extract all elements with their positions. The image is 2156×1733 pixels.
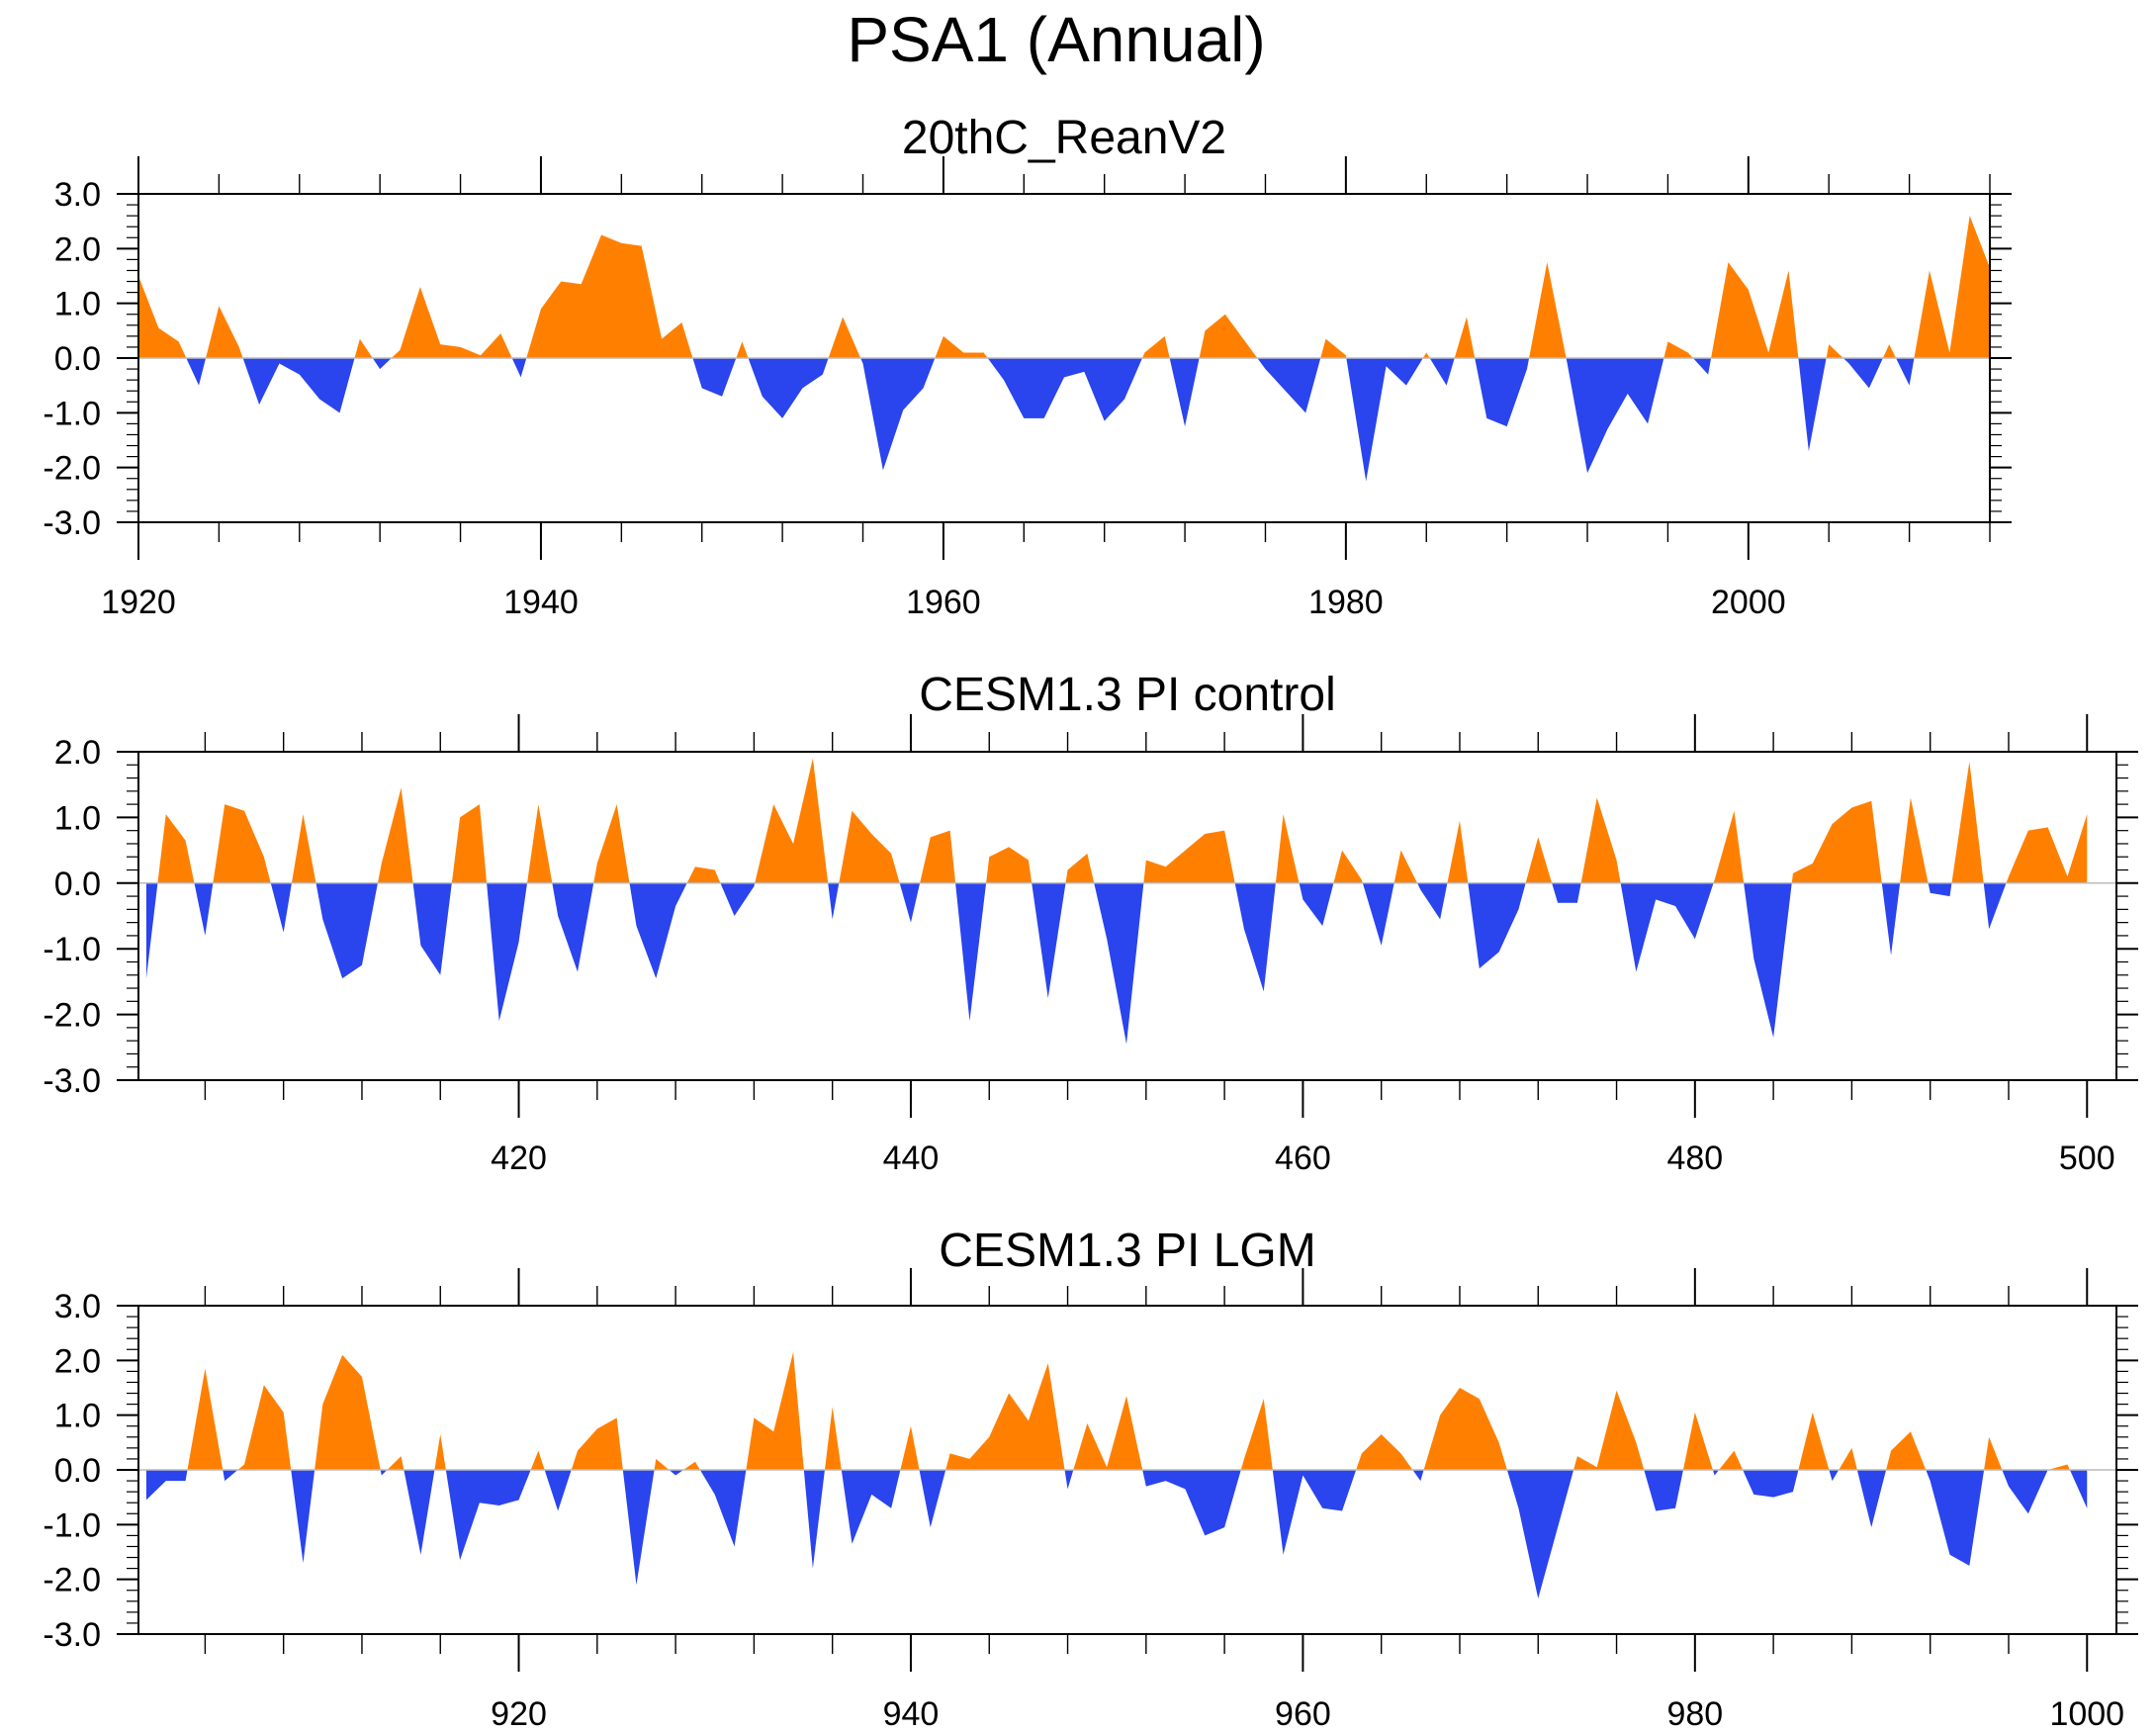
y-tick-label: -1.0 <box>43 1506 101 1544</box>
panel-title: CESM1.3 PI control <box>919 669 1336 721</box>
y-tick-label: 0.0 <box>54 866 101 903</box>
x-tick-label: 440 <box>883 1140 940 1177</box>
y-tick-label: -1.0 <box>43 395 101 432</box>
y-tick-label: -3.0 <box>43 504 101 542</box>
negative-area <box>145 1470 2088 1599</box>
x-tick-label: 940 <box>883 1695 940 1733</box>
y-tick-label: -3.0 <box>43 1616 101 1654</box>
negative-area <box>145 882 2007 1045</box>
panel-title: CESM1.3 PI LGM <box>939 1225 1315 1277</box>
y-tick-label: 0.0 <box>54 340 101 378</box>
positive-area <box>157 758 2088 883</box>
y-tick-label: -3.0 <box>43 1062 101 1100</box>
y-tick-label: -2.0 <box>43 450 101 488</box>
y-tick-label: 2.0 <box>54 1342 101 1380</box>
y-tick-label: 2.0 <box>54 230 101 268</box>
x-tick-label: 1960 <box>906 584 981 621</box>
x-tick-label: 460 <box>1275 1140 1331 1177</box>
x-tick-label: 2000 <box>1711 584 1786 621</box>
y-tick-label: -1.0 <box>43 931 101 968</box>
x-tick-label: 1000 <box>2049 1695 2124 1733</box>
y-tick-label: 1.0 <box>54 1398 101 1435</box>
x-tick-label: 1920 <box>101 584 176 621</box>
y-tick-label: -2.0 <box>43 997 101 1035</box>
positive-area <box>187 1352 2070 1470</box>
positive-area <box>138 216 1990 358</box>
x-tick-label: 980 <box>1666 1695 1723 1733</box>
negative-area <box>186 358 1915 482</box>
chart-panel-2: CESM1.3 PI control 2.0 1.0 0.0 -1.0 -2.0 -3.0 4… <box>43 669 2138 1177</box>
y-tick-label: 1.0 <box>54 799 101 837</box>
x-tick-label: 1980 <box>1308 584 1384 621</box>
y-tick-label: 0.0 <box>54 1452 101 1490</box>
y-tick-label: 2.0 <box>54 734 101 772</box>
plot-frame <box>137 751 2117 1081</box>
figure-title: PSA1 (Annual) <box>847 4 1265 75</box>
panel-title: 20thC_ReanV2 <box>902 112 1226 164</box>
x-tick-label: 500 <box>2059 1140 2115 1177</box>
x-tick-label: 920 <box>491 1695 547 1733</box>
x-tick-label: 960 <box>1275 1695 1331 1733</box>
x-tick-label: 480 <box>1666 1140 1723 1177</box>
x-tick-label: 1940 <box>503 584 579 621</box>
y-tick-label: 3.0 <box>54 176 101 214</box>
y-tick-label: -2.0 <box>43 1562 101 1599</box>
chart-panel-3: CESM1.3 PI LGM 3.0 2.0 1.0 0.0 -1.0 -2.0 -3.0 92… <box>43 1225 2138 1733</box>
y-tick-label: 3.0 <box>54 1288 101 1325</box>
x-tick-label: 420 <box>491 1140 547 1177</box>
chart-panel-1: 20thC_ReanV2 3.0 2.0 1.0 0.0 -1.0 -2.0 -3.0 1920… <box>43 112 2012 621</box>
y-tick-label: 1.0 <box>54 286 101 323</box>
